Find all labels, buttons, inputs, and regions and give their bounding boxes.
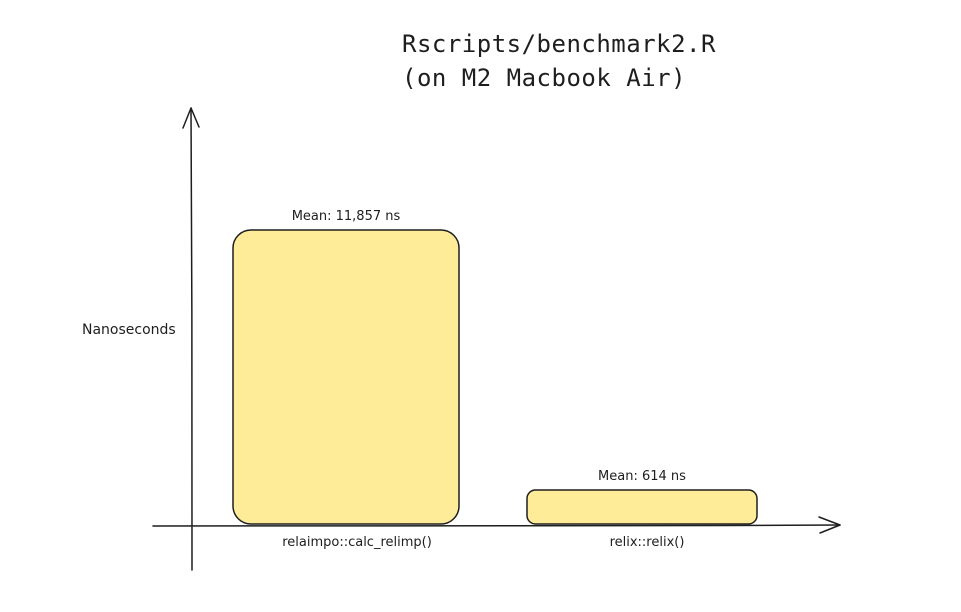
data-label-1: Mean: 11,857 ns	[292, 209, 401, 224]
bar-2	[526, 489, 758, 525]
x-axis-line	[152, 524, 841, 527]
y-axis-arrow	[182, 107, 200, 129]
data-label-2: Mean: 614 ns	[598, 469, 686, 484]
y-axis-line	[190, 107, 193, 571]
y-axis-label: Nanoseconds	[82, 322, 176, 338]
x-tick-label-1: relaimpo::calc_relimp()	[282, 535, 432, 550]
chart-title: Rscripts/benchmark2.R	[402, 30, 716, 58]
bar-1	[232, 229, 460, 525]
chart-subtitle: (on M2 Macbook Air)	[402, 64, 687, 92]
axes	[152, 107, 841, 571]
x-axis-arrow	[818, 516, 841, 534]
x-tick-label-2: relix::relix()	[610, 535, 685, 550]
